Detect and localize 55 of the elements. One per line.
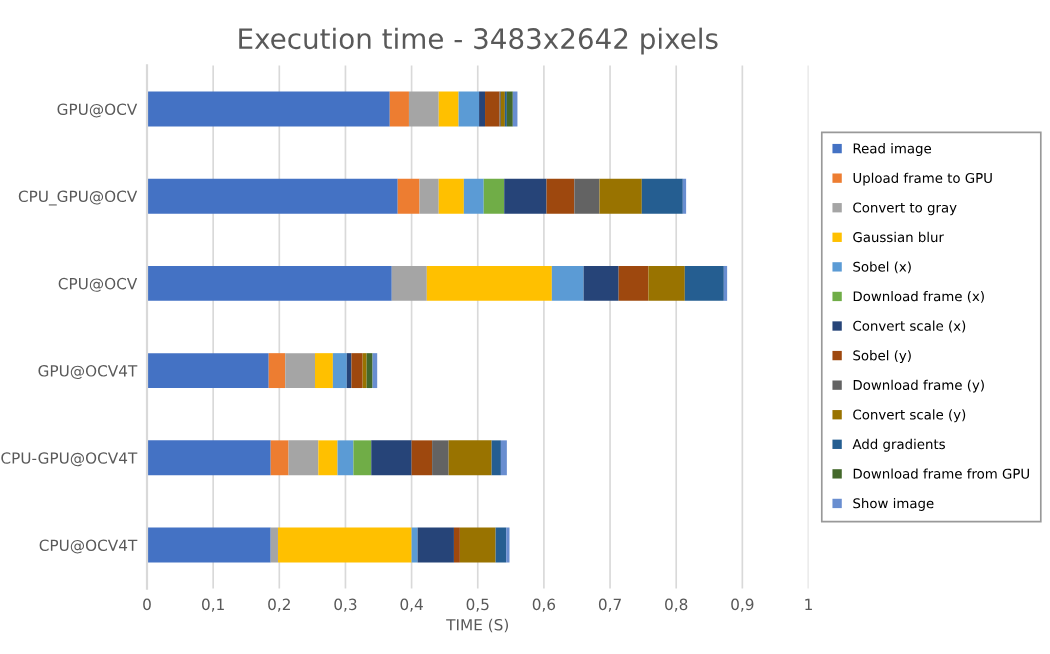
bar bbox=[417, 527, 454, 563]
bar bbox=[448, 440, 492, 476]
bar bbox=[147, 440, 271, 476]
bar bbox=[551, 265, 584, 301]
bar bbox=[337, 440, 354, 476]
bar bbox=[432, 440, 449, 476]
bar bbox=[366, 353, 373, 389]
bar bbox=[397, 178, 420, 214]
bar bbox=[147, 91, 390, 127]
bar bbox=[500, 440, 507, 476]
bar bbox=[438, 178, 464, 214]
bar bbox=[277, 527, 412, 563]
bar bbox=[371, 440, 412, 476]
bar bbox=[268, 353, 286, 389]
bar bbox=[546, 178, 575, 214]
chart-title: Execution time - 3483x2642 pixels bbox=[239, 27, 718, 55]
bar bbox=[483, 178, 505, 214]
bar bbox=[684, 265, 724, 301]
bar bbox=[426, 265, 552, 301]
bar bbox=[408, 91, 439, 127]
bar bbox=[506, 91, 513, 127]
bar bbox=[419, 178, 439, 214]
bar bbox=[270, 440, 289, 476]
bar bbox=[315, 353, 333, 389]
bar bbox=[332, 353, 347, 389]
bar bbox=[411, 440, 433, 476]
bar bbox=[458, 91, 480, 127]
bar bbox=[318, 440, 338, 476]
bar bbox=[459, 527, 496, 563]
bar bbox=[648, 265, 685, 301]
bar bbox=[583, 265, 619, 301]
bar bbox=[618, 265, 649, 301]
bar bbox=[453, 527, 460, 563]
bar bbox=[485, 91, 500, 127]
bar bbox=[353, 440, 372, 476]
bar bbox=[411, 527, 418, 563]
bar bbox=[147, 353, 269, 389]
bar bbox=[389, 91, 409, 127]
bar bbox=[599, 178, 642, 214]
bar bbox=[574, 178, 600, 214]
bar bbox=[147, 265, 392, 301]
bar bbox=[504, 178, 547, 214]
bar bbox=[391, 265, 427, 301]
bar bbox=[288, 440, 319, 476]
bar bbox=[270, 527, 278, 563]
bar bbox=[351, 353, 363, 389]
bar bbox=[147, 527, 271, 563]
bar bbox=[491, 440, 501, 476]
bar bbox=[495, 527, 507, 563]
bar bbox=[641, 178, 683, 214]
bar bbox=[479, 91, 486, 127]
bar bbox=[438, 91, 459, 127]
bar bbox=[463, 178, 484, 214]
bar bbox=[147, 178, 398, 214]
bar bbox=[285, 353, 316, 389]
